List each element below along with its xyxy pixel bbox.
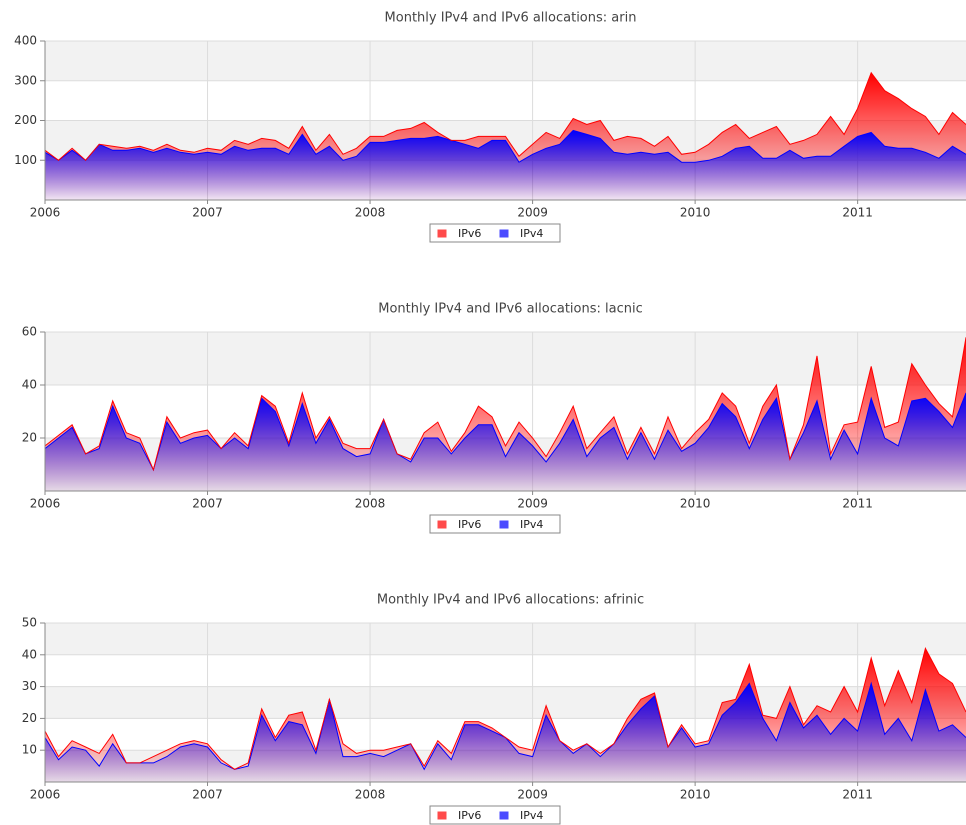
x-tick-label: 2007 [192,206,223,220]
y-tick-label: 40 [22,378,37,392]
area-line [44,647,966,770]
x-tick-label: 2011 [842,497,873,511]
legend-text: IPv6 [458,518,481,531]
y-tick-label: 40 [22,647,37,661]
x-tick-label: 2009 [517,497,548,511]
x-tick-label: 2008 [355,788,386,802]
x-tick-label: 2011 [842,206,873,220]
legend-text: IPv6 [458,809,481,822]
grid-band [45,332,966,385]
x-tick-label: 2008 [355,497,386,511]
x-tick-label: 2007 [192,788,223,802]
legend-swatch [499,229,509,238]
legend-swatch [437,811,447,820]
x-tick-label: 2006 [30,497,61,511]
x-tick-label: 2010 [680,788,711,802]
area-fill [45,683,966,782]
x-tick-label: 2009 [517,206,548,220]
area-line [44,129,966,163]
x-tick-label: 2008 [355,206,386,220]
x-tick-label: 2006 [30,788,61,802]
x-tick-label: 2010 [680,206,711,220]
chart-title: Monthly IPv4 and IPv6 allocations: afrin… [377,593,644,608]
y-tick-label: 30 [22,679,37,693]
x-tick-label: 2009 [517,788,548,802]
y-tick-label: 400 [14,34,37,48]
y-tick-label: 100 [14,153,37,167]
chart-title: Monthly IPv4 and IPv6 allocations: arin [385,11,637,26]
area-fill [45,130,966,200]
legend-swatch [437,229,447,238]
area-line [44,337,966,472]
chart-title: Monthly IPv4 and IPv6 allocations: lacni… [378,302,642,317]
x-tick-label: 2010 [680,497,711,511]
legend-text: IPv4 [520,518,543,531]
y-tick-label: 20 [22,431,37,445]
legend-swatch [499,520,509,529]
area-line [44,392,966,472]
grid-band [45,623,966,655]
area-line [44,71,966,162]
legend-text: IPv4 [520,809,543,822]
x-tick-label: 2011 [842,788,873,802]
legend-box [429,805,561,825]
y-tick-label: 50 [22,616,37,630]
legend-text: IPv4 [520,227,543,240]
y-tick-label: 20 [22,711,37,725]
grid-band [45,41,966,81]
legend-box [429,223,561,243]
x-tick-label: 2007 [192,497,223,511]
legend-swatch [499,811,509,820]
legend-box [429,514,561,534]
x-tick-label: 2006 [30,206,61,220]
y-tick-label: 200 [14,113,37,127]
legend-text: IPv6 [458,227,481,240]
y-tick-label: 300 [14,73,37,87]
y-tick-label: 60 [22,325,37,339]
legend-swatch [437,520,447,529]
y-tick-label: 10 [22,743,37,757]
